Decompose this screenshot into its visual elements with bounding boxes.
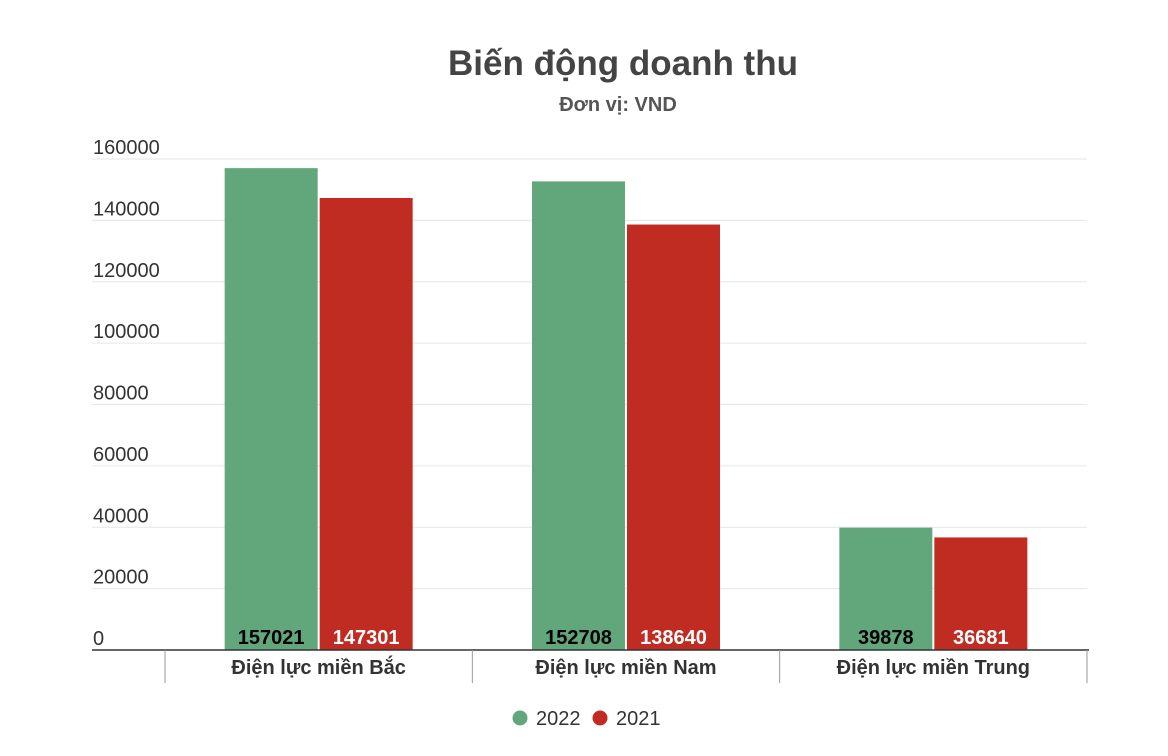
data-label: 147301 [333, 627, 400, 649]
legend-label: 2021 [616, 708, 661, 730]
data-label: 152708 [545, 627, 612, 649]
y-tick-label: 100000 [93, 321, 160, 343]
y-tick-label: 140000 [93, 198, 160, 220]
y-tick-label: 20000 [93, 567, 149, 589]
x-tick-label: Điện lực miền Trung [837, 657, 1030, 679]
bar-2021 [319, 197, 413, 650]
legend-marker [512, 710, 528, 726]
bar-2022 [532, 181, 625, 650]
y-tick-label: 0 [93, 628, 104, 650]
bars: 157021 147301 152708 138640 39878 36681 [224, 168, 1028, 651]
chart-title: Biến động doanh thu [448, 44, 798, 83]
y-tick-label: 80000 [93, 383, 149, 405]
legend: 2022 2021 [512, 708, 661, 730]
x-tick-label: Điện lực miền Nam [535, 657, 716, 679]
y-tick-label: 40000 [93, 505, 149, 527]
y-tick-label: 120000 [93, 260, 160, 282]
data-label: 36681 [953, 627, 1009, 649]
bar-2022 [224, 168, 318, 651]
bar-2021 [934, 537, 1028, 650]
bar-2021 [627, 224, 720, 650]
legend-marker [592, 710, 608, 726]
x-axis: Điện lực miền Bắc Điện lực miền Nam Điện l… [92, 649, 1089, 683]
data-label: 157021 [238, 627, 305, 649]
legend-label: 2022 [536, 708, 581, 730]
x-tick-label: Điện lực miền Bắc [231, 655, 406, 679]
chart-subtitle: Đơn vị: VND [559, 94, 677, 116]
bar-2022 [839, 527, 933, 650]
data-label: 39878 [858, 627, 914, 649]
data-label: 138640 [640, 627, 707, 649]
y-axis-ticks: 0 20000 40000 60000 80000 100000 120000 140000 1… [93, 137, 160, 650]
y-tick-label: 160000 [93, 137, 160, 159]
y-tick-label: 60000 [93, 444, 149, 466]
